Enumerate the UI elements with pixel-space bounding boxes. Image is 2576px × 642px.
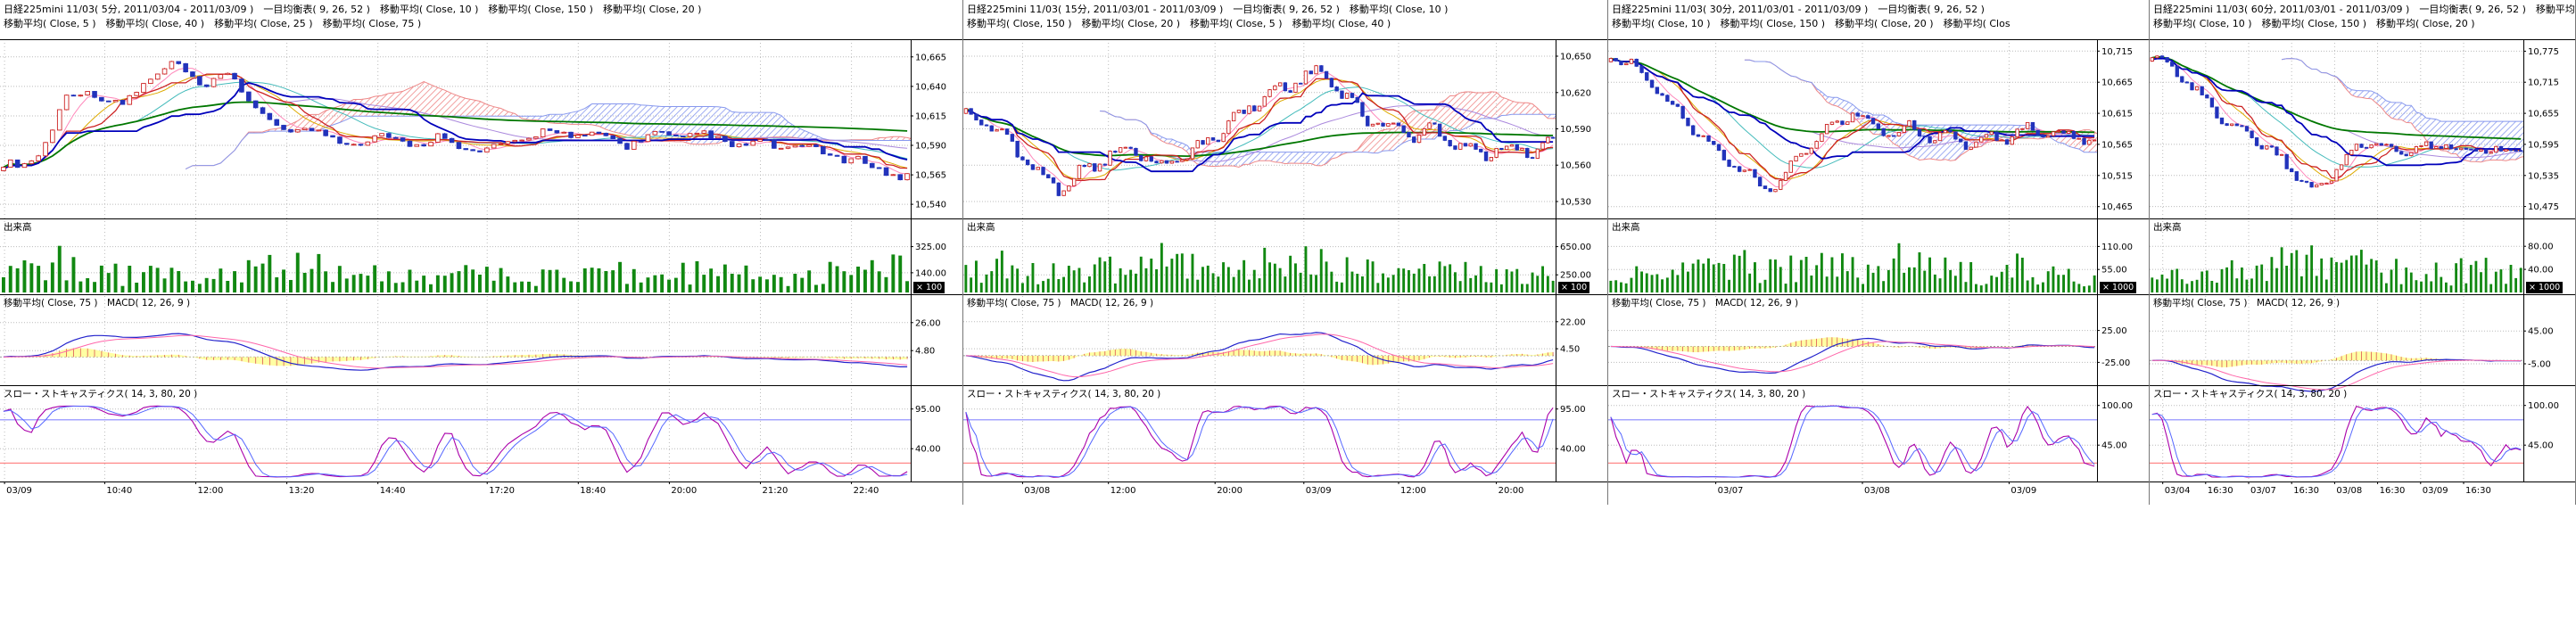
svg-text:10,530: 10,530 xyxy=(1560,198,1591,208)
svg-text:03/09: 03/09 xyxy=(2010,486,2036,496)
svg-text:10,465: 10,465 xyxy=(2101,202,2133,212)
svg-text:10,715: 10,715 xyxy=(2101,47,2133,57)
svg-text:22.00: 22.00 xyxy=(1560,317,1586,327)
svg-text:10,590: 10,590 xyxy=(1560,125,1591,135)
chart-title-line1: 日経225mini 11/03( 15分, 2011/03/01 - 2011/… xyxy=(967,4,1449,15)
chart-title-line1: 日経225mini 11/03( 30分, 2011/03/01 - 2011/… xyxy=(1612,4,1985,15)
chart-canvas-15min[interactable]: 10,650 10,620 10,590 10,560 10,530 650.00 250.… xyxy=(963,39,1607,501)
svg-text:14:40: 14:40 xyxy=(380,486,406,496)
svg-text:03/08: 03/08 xyxy=(1864,486,1890,496)
svg-text:40.00: 40.00 xyxy=(915,445,941,455)
svg-text:-5.00: -5.00 xyxy=(2528,360,2551,370)
svg-text:140.00: 140.00 xyxy=(915,268,946,278)
svg-text:45.00: 45.00 xyxy=(2528,441,2554,451)
svg-text:95.00: 95.00 xyxy=(915,405,941,415)
chart-canvas-60min[interactable]: 10,775 10,715 10,655 10,595 10,535 10,475 80.0… xyxy=(2150,39,2575,501)
svg-text:10,775: 10,775 xyxy=(2528,47,2559,57)
svg-text:55.00: 55.00 xyxy=(2101,266,2127,276)
svg-text:03/09: 03/09 xyxy=(2423,486,2448,496)
chart-panel-30min: 日経225mini 11/03( 30分, 2011/03/01 - 2011/… xyxy=(1608,0,2150,505)
svg-text:16:30: 16:30 xyxy=(2208,486,2233,496)
svg-text:110.00: 110.00 xyxy=(2101,243,2133,252)
svg-text:10,565: 10,565 xyxy=(2101,140,2133,150)
svg-text:10,640: 10,640 xyxy=(915,82,946,92)
svg-text:10,650: 10,650 xyxy=(1560,53,1591,62)
svg-text:20:00: 20:00 xyxy=(671,486,697,496)
svg-text:03/07: 03/07 xyxy=(1718,486,1744,496)
svg-text:4.50: 4.50 xyxy=(1560,345,1580,355)
svg-text:10,665: 10,665 xyxy=(2101,78,2133,88)
svg-text:16:30: 16:30 xyxy=(2293,486,2319,496)
chart-panel-15min: 日経225mini 11/03( 15分, 2011/03/01 - 2011/… xyxy=(963,0,1608,505)
svg-text:12:00: 12:00 xyxy=(1110,486,1136,496)
svg-text:10:40: 10:40 xyxy=(106,486,132,496)
svg-text:10,655: 10,655 xyxy=(2528,110,2559,119)
svg-text:10,715: 10,715 xyxy=(2528,78,2559,88)
volume-unit-badge: × 1000 xyxy=(2100,282,2137,293)
svg-text:03/08: 03/08 xyxy=(2336,486,2362,496)
chart-canvas-5min[interactable]: 10,665 10,640 10,615 10,590 10,565 10,540 325.… xyxy=(0,39,962,501)
chart-title-line1: 日経225mini 11/03( 60分, 2011/03/01 - 2011/… xyxy=(2153,4,2575,15)
svg-text:20:00: 20:00 xyxy=(1499,486,1524,496)
svg-text:22:40: 22:40 xyxy=(854,486,879,496)
svg-text:03/07: 03/07 xyxy=(2250,486,2276,496)
svg-text:100.00: 100.00 xyxy=(2528,401,2559,411)
svg-text:10,535: 10,535 xyxy=(2528,171,2559,181)
svg-text:10,615: 10,615 xyxy=(915,112,946,122)
svg-text:10,475: 10,475 xyxy=(2528,202,2559,212)
svg-text:10,560: 10,560 xyxy=(1560,161,1591,171)
svg-text:21:20: 21:20 xyxy=(763,486,788,496)
chart-title-line2: 移動平均( Close, 10 ) 移動平均( Close, 150 ) 移動平… xyxy=(2153,18,2475,29)
chart-header: 日経225mini 11/03( 60分, 2011/03/01 - 2011/… xyxy=(2150,0,2575,39)
svg-text:20:00: 20:00 xyxy=(1217,486,1243,496)
svg-text:03/08: 03/08 xyxy=(1024,486,1050,496)
svg-text:16:30: 16:30 xyxy=(2380,486,2406,496)
chart-header: 日経225mini 11/03( 30分, 2011/03/01 - 2011/… xyxy=(1608,0,2149,39)
svg-text:12:00: 12:00 xyxy=(198,486,224,496)
svg-text:325.00: 325.00 xyxy=(915,243,946,252)
svg-text:100.00: 100.00 xyxy=(2101,401,2133,411)
svg-text:250.00: 250.00 xyxy=(1560,271,1591,281)
svg-text:45.00: 45.00 xyxy=(2528,327,2554,337)
svg-text:10,665: 10,665 xyxy=(915,53,946,62)
chart-canvas-30min[interactable]: 10,715 10,665 10,615 10,565 10,515 10,465 110.… xyxy=(1608,39,2149,501)
chart-header: 日経225mini 11/03( 5分, 2011/03/04 - 2011/0… xyxy=(0,0,962,39)
svg-text:95.00: 95.00 xyxy=(1560,405,1586,415)
svg-text:40.00: 40.00 xyxy=(1560,445,1586,455)
chart-panel-5min: 日経225mini 11/03( 5分, 2011/03/04 - 2011/0… xyxy=(0,0,963,505)
chart-title-line2: 移動平均( Close, 10 ) 移動平均( Close, 150 ) 移動平… xyxy=(1612,18,2010,29)
svg-text:17:20: 17:20 xyxy=(489,486,515,496)
svg-text:03/09: 03/09 xyxy=(6,486,32,496)
chart-title-line2: 移動平均( Close, 5 ) 移動平均( Close, 40 ) 移動平均(… xyxy=(4,18,422,29)
svg-text:13:20: 13:20 xyxy=(289,486,315,496)
svg-text:26.00: 26.00 xyxy=(915,318,941,328)
svg-text:03/04: 03/04 xyxy=(2165,486,2191,496)
svg-text:18:40: 18:40 xyxy=(580,486,606,496)
svg-text:40.00: 40.00 xyxy=(2528,266,2554,276)
svg-text:10,565: 10,565 xyxy=(915,171,946,181)
chart-title-line2: 移動平均( Close, 150 ) 移動平均( Close, 20 ) 移動平… xyxy=(967,18,1391,29)
svg-text:650.00: 650.00 xyxy=(1560,243,1591,252)
svg-text:03/09: 03/09 xyxy=(1306,486,1332,496)
svg-text:80.00: 80.00 xyxy=(2528,243,2554,252)
volume-unit-badge: × 100 xyxy=(1558,282,1590,293)
svg-text:16:30: 16:30 xyxy=(2465,486,2491,496)
chart-header: 日経225mini 11/03( 15分, 2011/03/01 - 2011/… xyxy=(963,0,1607,39)
chart-title-line1: 日経225mini 11/03( 5分, 2011/03/04 - 2011/0… xyxy=(4,4,702,15)
svg-text:25.00: 25.00 xyxy=(2101,326,2127,336)
svg-text:45.00: 45.00 xyxy=(2101,441,2127,451)
volume-unit-badge: × 100 xyxy=(913,282,945,293)
volume-unit-badge: × 1000 xyxy=(2526,282,2564,293)
chart-workspace: 日経225mini 11/03( 5分, 2011/03/04 - 2011/0… xyxy=(0,0,2576,505)
svg-text:10,615: 10,615 xyxy=(2101,110,2133,119)
svg-text:10,620: 10,620 xyxy=(1560,88,1591,98)
svg-text:10,515: 10,515 xyxy=(2101,171,2133,181)
svg-text:10,590: 10,590 xyxy=(915,142,946,152)
svg-text:10,595: 10,595 xyxy=(2528,140,2559,150)
svg-text:4.80: 4.80 xyxy=(915,347,935,357)
svg-text:10,540: 10,540 xyxy=(915,201,946,210)
svg-text:12:00: 12:00 xyxy=(1400,486,1426,496)
svg-text:-25.00: -25.00 xyxy=(2101,358,2130,368)
chart-panel-60min: 日経225mini 11/03( 60分, 2011/03/01 - 2011/… xyxy=(2150,0,2576,505)
